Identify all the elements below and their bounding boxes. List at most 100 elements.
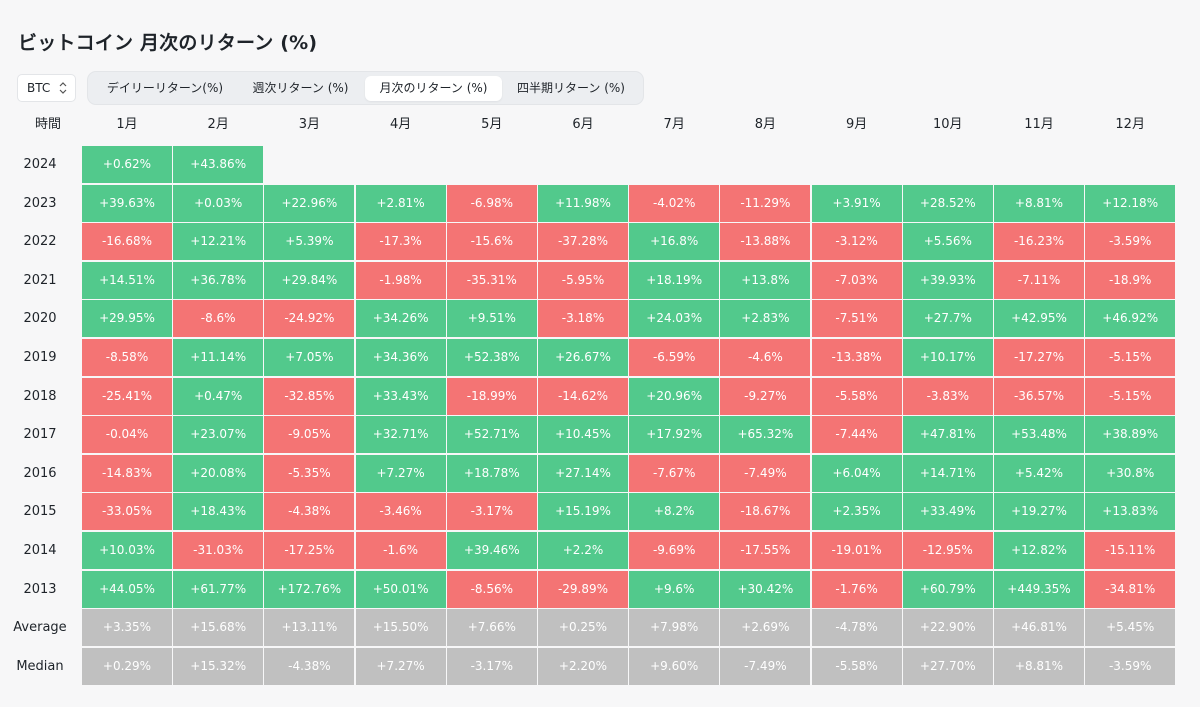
return-cell: -18.9% <box>1085 261 1176 299</box>
return-cell: -1.98% <box>355 261 446 299</box>
stat-cell: -3.17% <box>446 647 537 685</box>
return-cell: -15.6% <box>446 223 537 261</box>
return-cell: -5.15% <box>1085 377 1176 415</box>
return-cell: -8.56% <box>446 570 537 608</box>
return-cell: +36.78% <box>173 261 264 299</box>
return-cell: +13.83% <box>1085 493 1176 531</box>
return-cell: +47.81% <box>902 416 993 454</box>
return-cell: -35.31% <box>446 261 537 299</box>
return-cell: -3.59% <box>1085 223 1176 261</box>
return-cell: +33.43% <box>355 377 446 415</box>
year-row-label: 2022 <box>23 234 57 250</box>
return-cell: +34.26% <box>355 300 446 338</box>
return-cell: +12.18% <box>1085 184 1176 222</box>
return-cell: +14.51% <box>82 261 172 299</box>
return-cell: -5.15% <box>1085 339 1176 376</box>
return-cell: +172.76% <box>264 570 355 608</box>
stat-cell: +2.69% <box>720 609 811 647</box>
return-cell: -4.02% <box>629 184 720 222</box>
stat-cell: -4.78% <box>811 609 902 647</box>
return-cell: -17.27% <box>994 339 1084 376</box>
return-cell: +13.8% <box>720 261 811 299</box>
return-cell: -24.92% <box>264 300 355 338</box>
return-cell: +30.8% <box>1085 454 1176 492</box>
year-row-label: 2013 <box>23 581 57 597</box>
return-cell: +11.98% <box>538 184 628 222</box>
year-row-label: 2017 <box>23 427 57 443</box>
return-cell: +32.71% <box>355 416 446 454</box>
page-title: ビットコイン 月次のリターン (%) <box>18 32 318 54</box>
return-cell: +10.03% <box>82 532 172 569</box>
return-cell: +43.86% <box>173 146 264 183</box>
return-cell: -3.12% <box>811 223 902 261</box>
return-cell: +5.39% <box>264 223 355 261</box>
tab-weekly[interactable]: 週次リターン (%) <box>252 81 349 95</box>
return-cell: +33.49% <box>902 493 993 531</box>
return-cell: +28.52% <box>902 184 993 222</box>
month-column-header: 3月 <box>298 117 321 132</box>
year-row-label: 2019 <box>23 350 57 365</box>
return-cell: +14.71% <box>902 454 993 492</box>
stat-cell: +2.20% <box>538 647 628 685</box>
tab-quarterly[interactable]: 四半期リターン (%) <box>517 81 625 95</box>
stat-cell: -3.59% <box>1085 647 1176 685</box>
return-cell: +8.81% <box>994 184 1084 222</box>
tab-daily[interactable]: デイリーリターン(%) <box>106 81 224 95</box>
month-column-header: 11月 <box>1024 117 1054 132</box>
return-cell: +46.92% <box>1085 300 1176 338</box>
return-cell: -4.6% <box>720 339 811 376</box>
tab-monthly[interactable]: 月次のリターン (%) <box>365 76 502 101</box>
return-cell: +9.6% <box>629 570 720 608</box>
return-cell: -17.3% <box>355 223 446 261</box>
return-cell: -7.44% <box>811 416 902 454</box>
return-cell: +12.21% <box>173 223 264 261</box>
month-column-header: 10月 <box>933 117 963 132</box>
return-cell: +18.43% <box>173 493 264 531</box>
stat-cell: +15.50% <box>355 609 446 647</box>
stat-cell: +15.32% <box>173 647 264 685</box>
return-cell: +24.03% <box>629 300 720 338</box>
year-row-label: 2020 <box>23 311 57 327</box>
return-cell: +7.27% <box>355 454 446 492</box>
return-cell: +29.95% <box>82 300 172 338</box>
return-cell: +44.05% <box>82 570 172 608</box>
stat-cell: +46.81% <box>994 609 1084 647</box>
return-cell: +11.14% <box>173 339 264 376</box>
return-cell: +2.83% <box>720 300 811 338</box>
return-cell: -13.38% <box>811 339 902 376</box>
return-cell: -5.58% <box>811 377 902 415</box>
return-cell: +0.47% <box>173 377 264 415</box>
return-cell: +2.2% <box>538 532 628 569</box>
return-cell: -9.69% <box>629 532 720 569</box>
return-cell: +5.42% <box>994 454 1084 492</box>
return-cell: +39.63% <box>82 184 172 222</box>
chevron-updown-icon <box>59 82 67 94</box>
asset-select[interactable]: BTC <box>17 74 76 102</box>
return-cell: +18.19% <box>629 261 720 299</box>
return-cell: -3.18% <box>538 300 628 338</box>
return-cell: +15.19% <box>538 493 628 531</box>
return-cell: -7.67% <box>629 454 720 492</box>
return-cell: -7.03% <box>811 261 902 299</box>
return-cell: +65.32% <box>720 416 811 454</box>
year-row-label: 2016 <box>23 465 57 481</box>
return-cell: +7.05% <box>264 339 355 376</box>
return-period-tabs: デイリーリターン(%) 週次リターン (%) 月次のリターン (%) 四半期リタ… <box>87 71 644 105</box>
return-cell: -31.03% <box>173 532 264 569</box>
return-cell: +53.48% <box>994 416 1084 454</box>
return-cell: -3.46% <box>355 493 446 531</box>
return-cell: +16.8% <box>629 223 720 261</box>
stat-cell: +9.60% <box>629 647 720 685</box>
stat-cell: +15.68% <box>173 609 264 647</box>
return-cell: +34.36% <box>355 339 446 376</box>
month-column-header: 9月 <box>845 117 868 132</box>
return-cell: -15.11% <box>1085 532 1176 569</box>
return-cell: -25.41% <box>82 377 172 415</box>
return-cell: +0.62% <box>82 146 172 183</box>
return-cell: +9.51% <box>446 300 537 338</box>
return-cell: -3.17% <box>446 493 537 531</box>
table-header: 時間 1月 2月 3月 4月 5月 6月 7月 8月 9月 10月 11月 12月 <box>0 110 1200 140</box>
return-cell: +52.38% <box>446 339 537 376</box>
return-cell: -33.05% <box>82 493 172 531</box>
stat-cell: +27.70% <box>902 647 993 685</box>
